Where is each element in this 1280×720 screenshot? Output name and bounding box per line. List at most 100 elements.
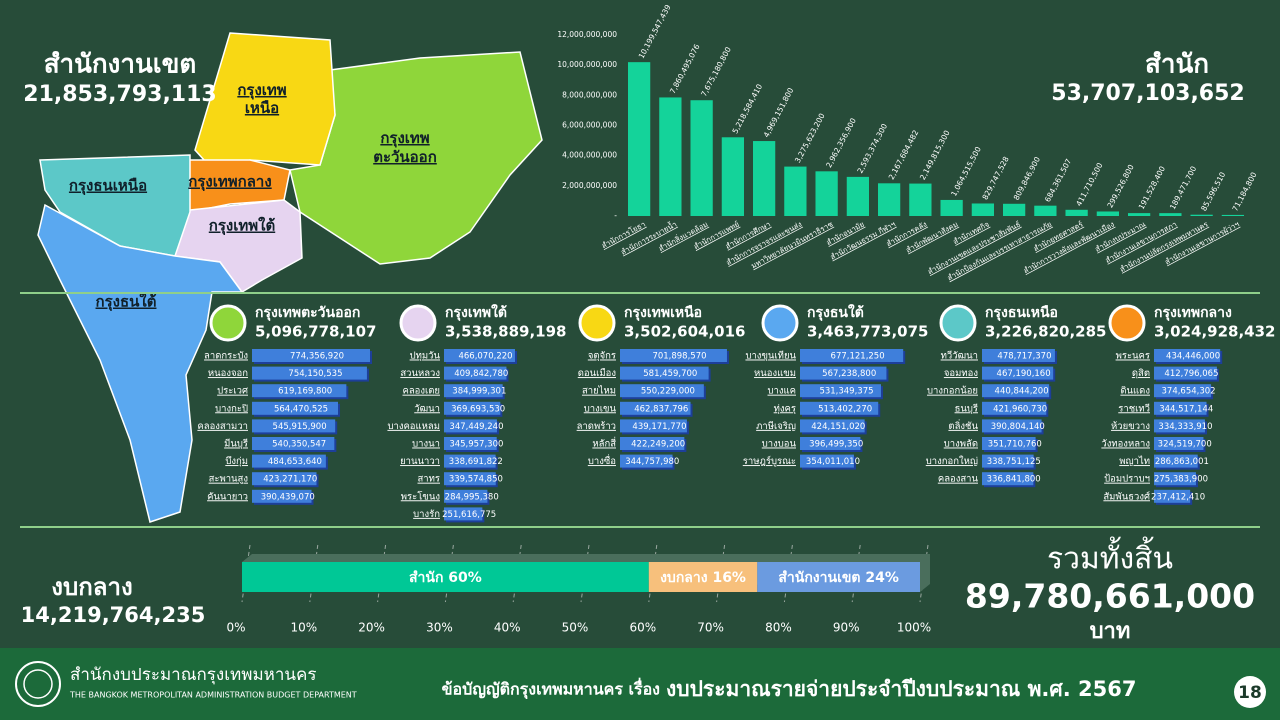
category-label: ทวีวัฒนา: [941, 350, 978, 362]
district-total: 21,853,793,113: [23, 82, 216, 107]
bar: [800, 401, 879, 415]
segment-value: 60%: [448, 570, 482, 586]
value-label: 754,150,535: [288, 369, 342, 379]
value-label: 439,171,770: [632, 422, 686, 432]
bar: [690, 100, 713, 216]
bar: [1190, 214, 1213, 216]
bar: [982, 349, 1055, 362]
value-label: 351,710,760: [988, 440, 1042, 450]
office-title: สำนัก: [1145, 50, 1209, 80]
category-label: ลาดกระบัง: [204, 351, 248, 362]
bar: [1154, 489, 1191, 503]
category-label: ประเวศ: [217, 386, 248, 397]
category-label: บางกอกใหญ่: [926, 455, 978, 467]
category-label: บางนา: [412, 439, 440, 450]
x-tick-label: 60%: [629, 621, 656, 635]
category-label: วัฒนา: [414, 403, 440, 414]
y-tick-label: 4,000,000,000: [562, 151, 617, 160]
bar: [1034, 205, 1057, 216]
value-label: 390,439,070: [261, 492, 315, 502]
category-label: ธนบุรี: [955, 402, 978, 414]
y-tick-label: 10,000,000,000: [557, 60, 617, 69]
footer-org-en: THE BANGKOK METROPOLITAN ADMINISTRATION …: [69, 691, 357, 700]
group-title: กรุงธนเหนือ: [985, 305, 1058, 321]
category-label: จอมทอง: [944, 368, 978, 379]
grand-unit: บาท: [1090, 619, 1131, 644]
bar: [784, 166, 807, 216]
x-tick-label: 90%: [833, 621, 860, 635]
bar: [628, 62, 651, 216]
value-label: 284,995,380: [445, 492, 499, 502]
value-label: 421,960,730: [993, 404, 1047, 414]
bar: [444, 384, 503, 398]
category-label: หนองแขม: [754, 368, 796, 379]
bar: [800, 419, 865, 433]
value-label: 467,190,160: [997, 369, 1051, 379]
category-label: สาทร: [418, 474, 441, 485]
value-label: 701,898,570: [652, 352, 706, 362]
value-label: 344,757,980: [625, 457, 679, 467]
bar: [620, 401, 691, 415]
category-label: บางคอแหลม: [387, 421, 440, 432]
category-label: ราษฎร์บูรณะ: [743, 455, 796, 467]
x-tick-label: 0%: [226, 621, 245, 635]
footer-doc-prefix: ข้อบัญญัติกรุงเทพมหานคร เรื่อง: [442, 678, 660, 700]
group-icon: [209, 304, 247, 342]
bar: [721, 137, 744, 216]
group-title: กรุงเทพใต้: [445, 303, 507, 321]
bar: [444, 437, 497, 450]
segment-value: 24%: [865, 570, 899, 586]
bar: [659, 97, 682, 216]
value-label: 324,519,700: [1158, 440, 1212, 450]
bar: [620, 349, 727, 362]
y-tick-label: -: [614, 211, 617, 220]
value-label: 434,446,000: [1166, 352, 1220, 362]
value-label: 774,356,920: [290, 352, 344, 362]
category-label: หนองจอก: [208, 368, 248, 379]
bar: [252, 437, 335, 450]
y-tick-label: 12,000,000,000: [557, 30, 617, 39]
category-label: สายไหม: [582, 385, 616, 397]
value-label: 396,499,350: [809, 440, 863, 450]
value-label: 369,693,530: [451, 404, 505, 414]
bar: [1154, 454, 1198, 468]
map-label: กรุงเทพกลาง: [188, 173, 271, 192]
segment-name: งบกลาง: [660, 570, 708, 586]
district-title: สำนักงานเขต: [44, 50, 197, 80]
bar-segment: [757, 562, 920, 592]
grand-title: รวมทั้งสิ้น: [1047, 537, 1173, 577]
category-label: ดอนเมือง: [578, 368, 616, 379]
segment-label: สำนักงานเขต 24%: [778, 570, 899, 586]
category-label: วังทองหลาง: [1101, 439, 1150, 450]
bar: [982, 366, 1054, 380]
category-label: หลักสี่: [592, 437, 616, 450]
bar: [1128, 213, 1151, 216]
bar: [252, 384, 347, 398]
bar: [1154, 366, 1217, 380]
group-icon: [939, 304, 977, 342]
map-label: กรุงเทพใต้: [209, 217, 275, 236]
value-label: 564,470,525: [274, 404, 328, 414]
bar: [971, 203, 994, 216]
value-label: 354,011,010: [806, 457, 860, 467]
bar: [444, 401, 501, 415]
bar: [982, 454, 1034, 468]
value-label: 374,654,302: [1162, 387, 1216, 397]
bar: [620, 454, 673, 468]
bar: [620, 384, 704, 398]
logo: [15, 661, 61, 707]
map-label: กรุงเทพเหนือ: [237, 81, 286, 117]
value-label: 275,383,900: [1154, 475, 1208, 485]
x-tick-label: 80%: [765, 621, 792, 635]
map-label-line: กรุงเทพ: [237, 81, 286, 100]
bar: [620, 419, 687, 433]
category-label: สะพานสูง: [209, 474, 248, 485]
group-total: 3,538,889,198: [445, 323, 566, 341]
bar: [800, 454, 854, 468]
bar: [982, 401, 1047, 415]
map-label-line: กรุงเทพ: [380, 129, 429, 148]
value-label: 462,837,796: [634, 404, 688, 414]
bar: [815, 171, 838, 216]
map-label: กรุงเทพตะวันออก: [373, 129, 437, 166]
